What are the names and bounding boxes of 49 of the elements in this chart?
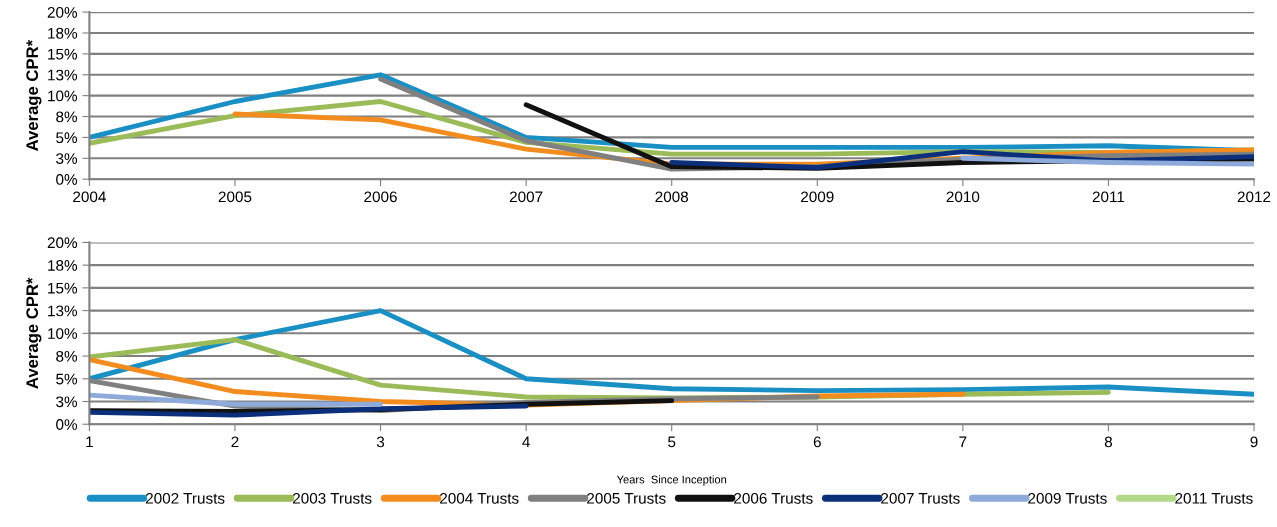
x-tick-label: 8 (1104, 436, 1113, 448)
y-axis-title: Average CPR* (26, 277, 42, 389)
x-tick-label: 7 (959, 436, 967, 448)
y-tick-label: 10% (48, 328, 78, 340)
legend-label: 2002 Trusts (145, 492, 225, 504)
x-axis-title: Years Since Inception (616, 475, 727, 486)
y-tick-label: 20% (47, 6, 78, 18)
y-tick-label: 10% (48, 90, 78, 102)
x-tick-label: 2007 (509, 191, 543, 203)
x-tick-label: 2011 (1092, 191, 1125, 203)
y-tick-label: 15% (48, 282, 78, 294)
x-tick-label: 3 (376, 436, 385, 448)
x-tick-label: 1 (86, 436, 93, 448)
x-tick-label: 2010 (946, 191, 980, 203)
legend-label: 2009 Trusts (1028, 492, 1107, 504)
x-tick-label: 2005 (218, 191, 252, 203)
x-tick-label: 2012 (1237, 191, 1271, 203)
legend-label: 2011 Trusts (1175, 492, 1253, 504)
x-tick-label: 6 (813, 436, 821, 448)
x-tick-label: 2008 (655, 191, 689, 203)
line-series (89, 403, 529, 418)
y-tick-label: 5% (56, 373, 78, 385)
y-tick-label: 13% (48, 305, 78, 317)
x-tick-label: 2006 (364, 191, 397, 203)
y-tick-label: 3% (56, 396, 78, 408)
legend-label: 2003 Trusts (293, 492, 372, 504)
legend-label: 2004 Trusts (440, 492, 519, 504)
legend-label: 2005 Trusts (587, 492, 666, 504)
y-tick-label: 18% (48, 260, 78, 271)
y-tick-label: 5% (56, 132, 78, 144)
y-tick-label: 15% (48, 48, 78, 60)
y-tick-label: 18% (48, 27, 78, 39)
x-tick-label: 2009 (801, 191, 834, 203)
line-series (669, 149, 1255, 170)
y-tick-label: 8% (56, 350, 78, 362)
x-tick-label: 9 (1250, 436, 1258, 448)
y-tick-label: 3% (56, 153, 78, 164)
y-tick-label: 13% (48, 69, 78, 81)
y-tick-label: 20% (47, 237, 78, 249)
x-tick-label: 5 (668, 436, 676, 448)
legend-label: 2006 Trusts (734, 492, 813, 504)
x-tick-label: 4 (522, 436, 530, 448)
x-tick-label: 2 (231, 436, 239, 448)
y-tick-label: 8% (56, 111, 78, 123)
x-tick-label: 2004 (73, 191, 106, 203)
legend-label: 2007 Trusts (881, 492, 960, 504)
y-tick-label: 0% (56, 419, 78, 430)
y-axis-title: Average CPR* (26, 39, 42, 151)
y-tick-label: 0% (56, 174, 78, 185)
